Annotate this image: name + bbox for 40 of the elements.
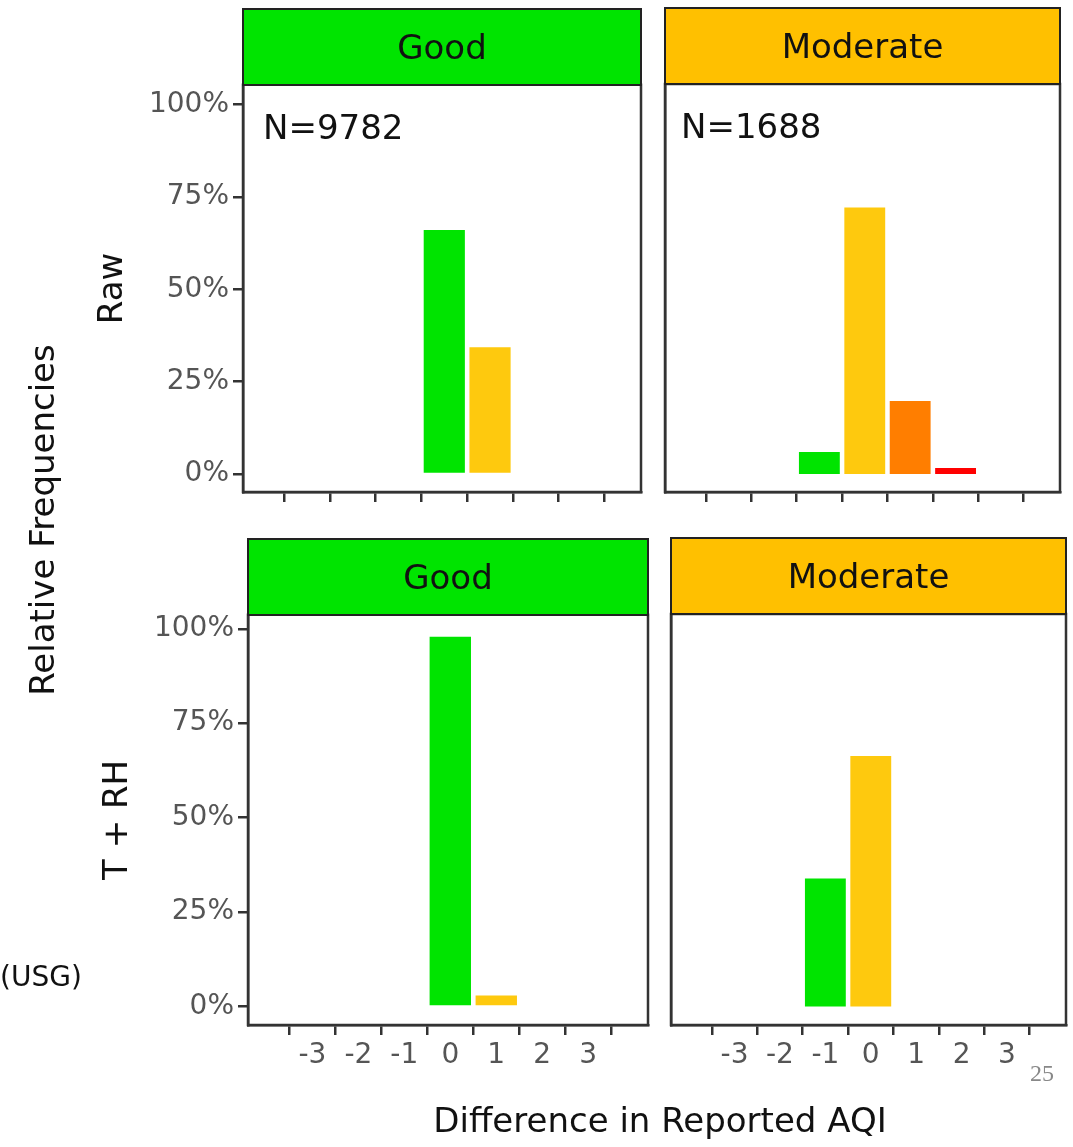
text: (USG): [0, 960, 82, 993]
x-tick-label: 1: [907, 1037, 926, 1071]
y-axis-title: T + RH: [95, 759, 136, 881]
x-tick-label: 2: [533, 1037, 552, 1071]
y-tick-label: 25%: [166, 362, 229, 396]
x-tick-label: -2: [766, 1037, 794, 1071]
x-tick-label: 0: [441, 1037, 460, 1071]
text: Relative Frequencies: [22, 344, 62, 696]
annotation: N=1688: [681, 106, 822, 146]
bar: [798, 452, 840, 474]
bar: [844, 207, 886, 474]
y-tick-label: 75%: [171, 704, 234, 738]
chart-title: Good: [242, 7, 642, 86]
y-tick-label: 0%: [189, 987, 234, 1021]
x-tick-label: 1: [487, 1037, 506, 1071]
x-tick-label: 3: [998, 1037, 1016, 1071]
bar: [935, 467, 977, 474]
x-tick-label: -2: [344, 1037, 373, 1071]
x-tick-label: 0: [861, 1037, 880, 1071]
x-tick-label: 2: [952, 1037, 971, 1071]
y-tick-label: 100%: [153, 610, 234, 644]
y-tick-label: 50%: [171, 798, 234, 832]
y-axis-title: Raw: [90, 252, 131, 325]
annotation: N=9782: [263, 106, 404, 147]
x-tick-label: -1: [390, 1037, 419, 1071]
bar: [889, 401, 931, 474]
x-tick-label: -3: [720, 1037, 749, 1071]
y-tick-label: 100%: [148, 86, 229, 120]
y-tick-label: 0%: [184, 455, 229, 489]
x-tick-label: -3: [298, 1037, 327, 1071]
chart-title: Moderate: [664, 7, 1061, 85]
x-tick-label: 3: [579, 1037, 598, 1071]
x-tick-label: -1: [811, 1037, 840, 1071]
y-tick-label: 50%: [166, 270, 229, 304]
text: 25: [1030, 1060, 1054, 1087]
y-tick-label: 75%: [166, 178, 229, 212]
x-axis-title: Difference in Reported AQI: [433, 1100, 887, 1140]
y-tick-label: 25%: [171, 893, 234, 927]
chart-title: Good: [247, 537, 649, 616]
chart-title: Moderate: [670, 537, 1067, 615]
